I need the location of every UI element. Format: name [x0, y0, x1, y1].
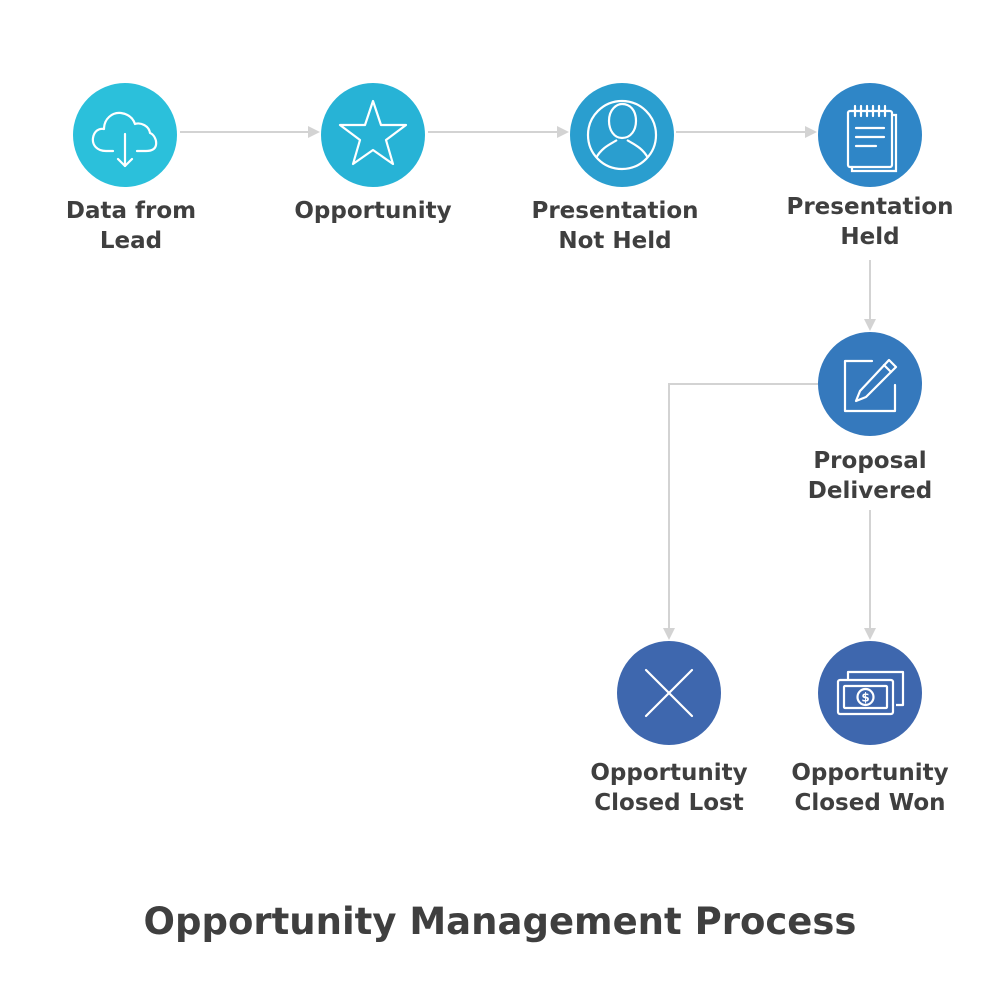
node-opportunity [321, 83, 425, 187]
person-icon [586, 99, 658, 171]
label-line: Closed Won [794, 790, 946, 816]
label-line: Presentation [531, 198, 699, 224]
label-line: Opportunity [791, 760, 949, 786]
label-presentation-not-held: Presentation Not Held [505, 196, 725, 256]
label-line: Presentation [786, 194, 954, 220]
label-line: Opportunity [294, 198, 452, 224]
node-circle [570, 83, 674, 187]
star-icon [338, 99, 408, 166]
diagram-title: Opportunity Management Process [143, 900, 857, 943]
label-line: Closed Lost [594, 790, 744, 816]
node-circle [818, 332, 922, 436]
label-line: Data from [65, 198, 197, 224]
node-data-from-lead [73, 83, 177, 187]
label-line: Lead [99, 228, 163, 254]
label-line: Held [840, 224, 900, 250]
node-opportunity-closed-won: $ [818, 641, 922, 745]
node-presentation-held [818, 83, 922, 187]
node-proposal-delivered [818, 332, 922, 436]
label-line: Not Held [558, 228, 672, 254]
label-line: Opportunity [590, 760, 748, 786]
notepad-icon [846, 104, 898, 173]
node-circle [818, 641, 922, 745]
label-opportunity-closed-won: Opportunity Closed Won [760, 758, 980, 818]
label-opportunity: Opportunity [263, 196, 483, 226]
label-data-from-lead: Data from Lead [21, 196, 241, 256]
svg-text:$: $ [861, 691, 869, 705]
edit-pencil-icon [843, 358, 898, 413]
node-presentation-not-held [570, 83, 674, 187]
close-x-icon [644, 668, 694, 718]
node-circle [321, 83, 425, 187]
label-proposal-delivered: Proposal Delivered [760, 446, 980, 506]
label-opportunity-closed-lost: Opportunity Closed Lost [559, 758, 779, 818]
connectors [180, 126, 876, 640]
label-line: Delivered [807, 478, 933, 504]
money-bills-icon: $ [836, 670, 905, 716]
node-opportunity-closed-lost [617, 641, 721, 745]
label-presentation-held: Presentation Held [760, 192, 980, 252]
cloud-download-icon [91, 111, 158, 168]
connector-proposal-to-lost [663, 383, 818, 640]
label-line: Proposal [813, 448, 927, 474]
